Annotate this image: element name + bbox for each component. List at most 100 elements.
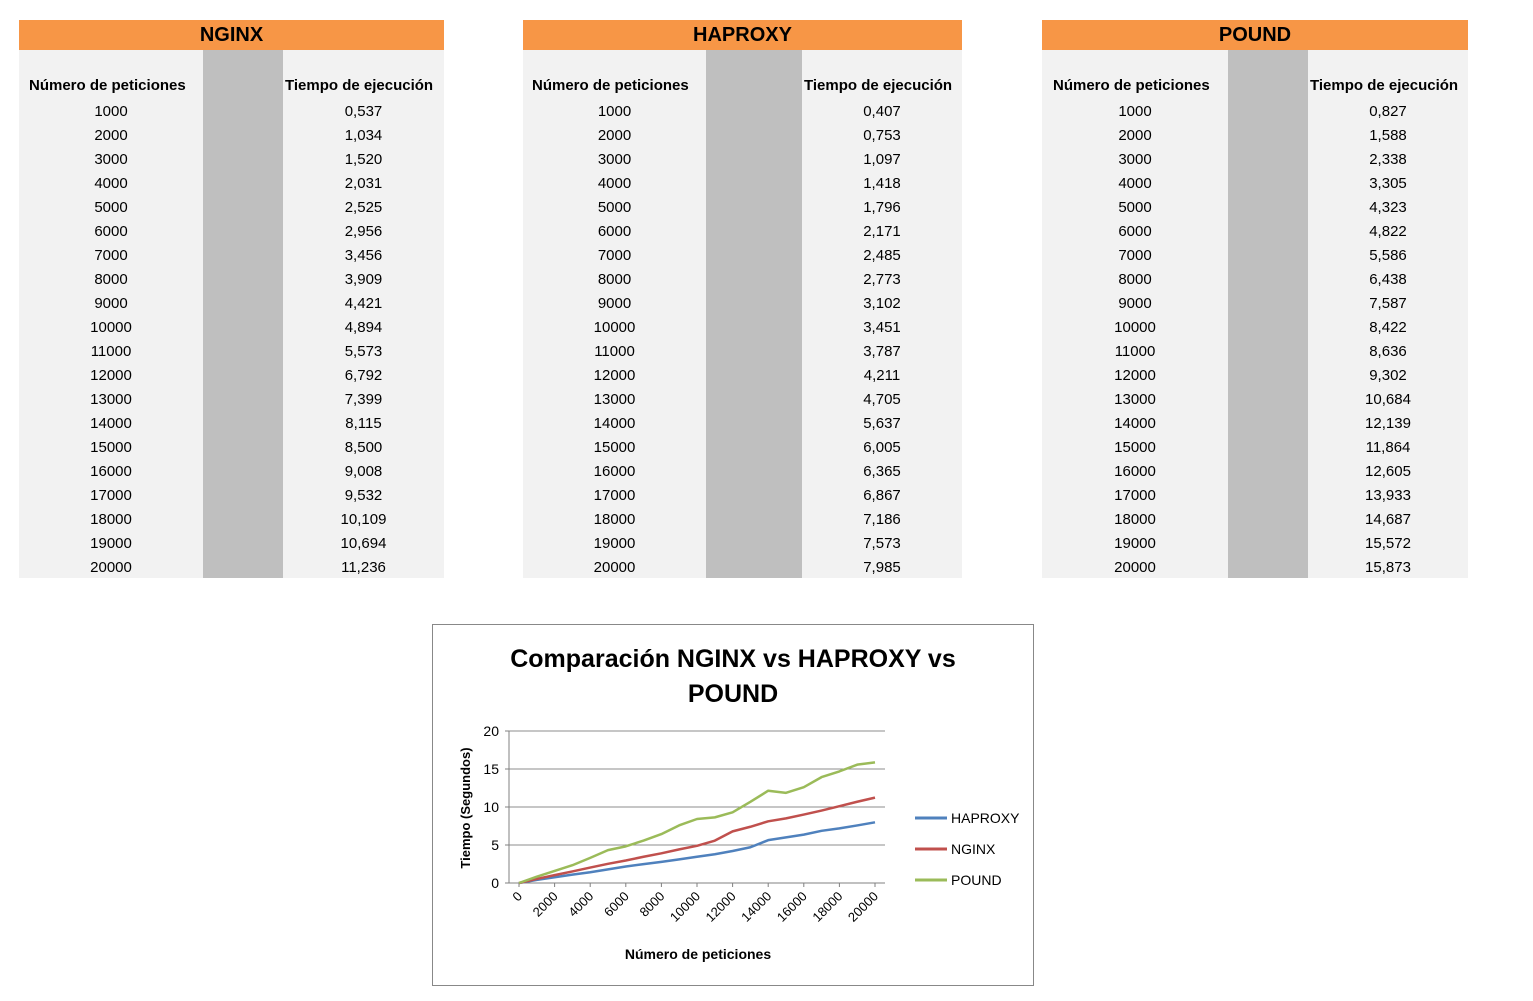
requests-cell: 5000 — [1118, 199, 1152, 216]
table-row: 18000 10,109 — [19, 508, 444, 532]
time-cell: 0,537 — [344, 103, 383, 120]
y-axis-label: Tiempo (Segundos) — [458, 747, 473, 868]
table-row: 7000 3,456 — [19, 244, 444, 268]
x-tick-label: 8000 — [636, 889, 667, 920]
time-cell: 6,438 — [1369, 271, 1407, 288]
time-cell: 5,637 — [863, 415, 901, 432]
time-cell: 1,097 — [863, 151, 901, 168]
table-row: 8000 3,909 — [19, 268, 444, 292]
time-cell: 10,694 — [340, 535, 387, 552]
table-row: 8000 2,773 — [523, 268, 962, 292]
time-cell: 8,422 — [1369, 319, 1407, 336]
x-tick-label: 2000 — [530, 889, 561, 920]
time-cell: 9,532 — [344, 487, 383, 504]
x-tick-label: 16000 — [774, 889, 810, 925]
time-cell: 10,109 — [340, 511, 387, 528]
time-cell: 2,773 — [863, 271, 901, 288]
chart-title-line-2: POUND — [688, 680, 778, 708]
gray-separator-column — [706, 50, 802, 578]
chart-title-line-1: Comparación NGINX vs HAPROXY vs — [510, 645, 956, 673]
requests-cell: 4000 — [94, 175, 128, 192]
legend-label-nginx: NGINX — [951, 841, 996, 857]
requests-cell: 10000 — [593, 319, 636, 336]
requests-cell: 1000 — [597, 103, 632, 120]
pound-table-body — [1042, 50, 1468, 578]
table-row: 16000 6,365 — [523, 460, 962, 484]
time-cell: 0,753 — [863, 127, 901, 144]
requests-cell: 2000 — [597, 127, 632, 144]
time-cell: 2,525 — [344, 199, 383, 216]
haproxy-table-title: HAPROXY — [523, 20, 962, 50]
table-row: 6000 2,956 — [19, 220, 444, 244]
requests-cell: 16000 — [1114, 463, 1156, 480]
col-header-requests: Número de peticiones — [1053, 77, 1210, 94]
table-row: 7000 5,586 — [1042, 244, 1468, 268]
table-row: 13000 4,705 — [523, 388, 962, 412]
table-row: 9000 7,587 — [1042, 292, 1468, 316]
time-cell: 3,456 — [344, 247, 383, 264]
table-row: 1000 0,537 — [19, 100, 444, 124]
time-cell: 7,587 — [1369, 295, 1407, 312]
requests-cell: 18000 — [1114, 511, 1156, 528]
time-cell: 6,867 — [863, 487, 901, 504]
table-row: 14000 5,637 — [523, 412, 962, 436]
series-layer — [518, 761, 876, 885]
table-row: 17000 13,933 — [1042, 484, 1468, 508]
time-cell: 0,827 — [1369, 103, 1407, 120]
requests-cell: 16000 — [90, 463, 132, 480]
time-cell: 4,323 — [1369, 199, 1407, 216]
table-row: 13000 7,399 — [19, 388, 444, 412]
table-row: 2000 1,588 — [1042, 124, 1468, 148]
table-row: 15000 8,500 — [19, 436, 444, 460]
requests-cell: 12000 — [593, 367, 636, 384]
time-cell: 1,796 — [863, 199, 901, 216]
time-cell: 0,407 — [863, 103, 901, 120]
time-cell: 7,573 — [863, 535, 901, 552]
pound-table: POUND Número de peticiones Tiempo de eje… — [1042, 20, 1468, 578]
time-cell: 2,338 — [1369, 151, 1407, 168]
requests-cell: 13000 — [593, 391, 636, 408]
time-cell: 9,008 — [344, 463, 383, 480]
time-cell: 8,500 — [344, 439, 383, 456]
table-row: 16000 12,605 — [1042, 460, 1468, 484]
col-header-time: Tiempo de ejecución — [804, 77, 953, 94]
legend: HAPROXY NGINX POUND — [915, 810, 1020, 888]
table-row: 10000 3,451 — [523, 316, 962, 340]
time-cell: 13,933 — [1365, 487, 1411, 504]
time-cell: 4,894 — [344, 319, 383, 336]
time-cell: 6,792 — [344, 367, 383, 384]
table-row: 20000 15,873 — [1042, 556, 1468, 580]
requests-cell: 16000 — [593, 463, 636, 480]
haproxy-table: HAPROXY Número de peticiones Tiempo de e… — [523, 20, 962, 578]
requests-cell: 15000 — [90, 439, 132, 456]
table-row: 19000 10,694 — [19, 532, 444, 556]
requests-cell: 7000 — [597, 247, 632, 264]
time-cell: 3,909 — [344, 271, 383, 288]
table-row: 11000 8,636 — [1042, 340, 1468, 364]
table-row: 17000 6,867 — [523, 484, 962, 508]
time-cell: 11,864 — [1365, 439, 1411, 456]
y-tick-label: 20 — [483, 723, 499, 739]
table-row: 1000 0,827 — [1042, 100, 1468, 124]
requests-cell: 17000 — [90, 487, 132, 504]
requests-cell: 13000 — [90, 391, 132, 408]
requests-cell: 14000 — [1114, 415, 1156, 432]
requests-cell: 19000 — [593, 535, 636, 552]
table-row: 18000 7,186 — [523, 508, 962, 532]
chart-svg: Comparación NGINX vs HAPROXY vs POUND Ti… — [458, 645, 1020, 962]
requests-cell: 12000 — [1114, 367, 1156, 384]
table-row: 14000 12,139 — [1042, 412, 1468, 436]
gray-separator-column — [203, 50, 283, 578]
table-row: 3000 2,338 — [1042, 148, 1468, 172]
requests-cell: 11000 — [594, 343, 635, 360]
requests-cell: 6000 — [94, 223, 128, 240]
requests-cell: 9000 — [94, 295, 128, 312]
nginx-rows: 1000 0,537 2000 1,034 3000 1,520 4000 2,031 5000… — [19, 100, 444, 580]
time-cell: 10,684 — [1365, 391, 1411, 408]
x-tick-label: 12000 — [703, 889, 739, 925]
requests-cell: 8000 — [94, 271, 128, 288]
y-tick-label: 5 — [491, 837, 499, 853]
table-row: 12000 6,792 — [19, 364, 444, 388]
time-cell: 3,305 — [1369, 175, 1407, 192]
time-cell: 1,520 — [344, 151, 383, 168]
